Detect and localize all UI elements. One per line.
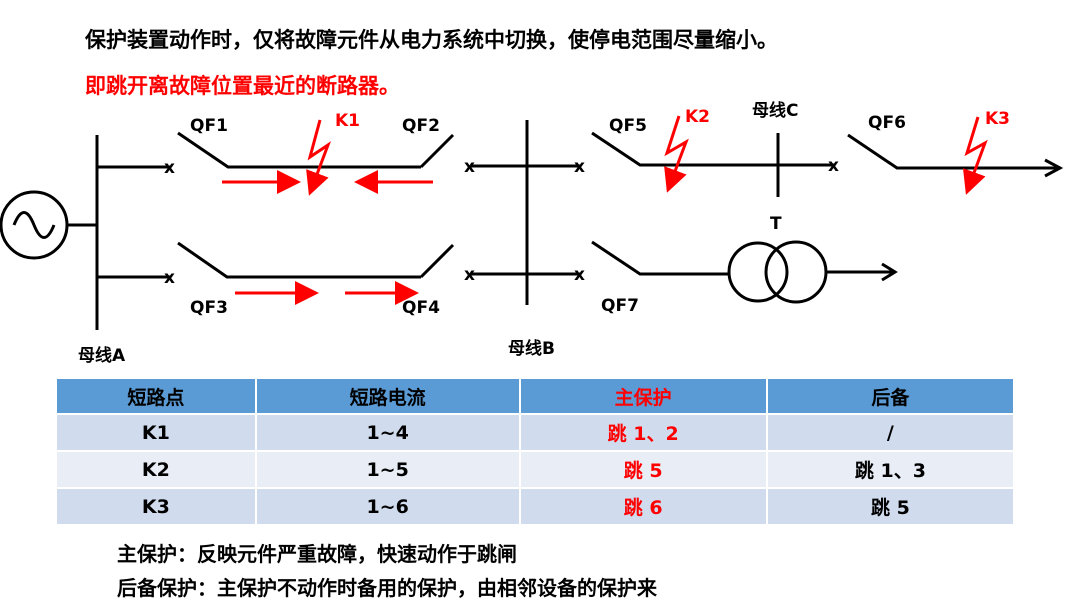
protection-table: 短路点 短路电流 主保护 后备 K1 1~4 跳 1、2 / K2 1~5 跳 … xyxy=(55,377,1016,526)
heading-line-2: 即跳开离故障位置最近的断路器。 xyxy=(85,74,400,98)
svg-text:x: x xyxy=(574,157,585,177)
svg-text:x: x xyxy=(164,158,175,178)
lightning-k2-icon xyxy=(664,115,689,193)
table-row: K2 1~5 跳 5 跳 1、3 xyxy=(55,450,1016,489)
cell: 跳 5 xyxy=(518,450,768,489)
breaker-qf4 xyxy=(419,243,455,279)
breaker-qf3 xyxy=(177,241,421,279)
lightning-k3-icon xyxy=(962,116,988,195)
breaker-x-marks: x x x x x x x xyxy=(164,156,839,288)
breaker-qf2 xyxy=(419,133,455,169)
label-qf5: QF5 xyxy=(609,116,647,136)
label-bus-a: 母线A xyxy=(78,345,126,366)
transformer-icon xyxy=(727,241,789,303)
label-bus-b: 母线B xyxy=(508,338,555,359)
heading-line-1: 保护装置动作时，仅将故障元件从电力系统中切换，使停电范围尽量缩小。 xyxy=(85,28,778,52)
col-fault-current: 短路电流 xyxy=(254,377,521,415)
cell: 跳 1、2 xyxy=(518,413,768,452)
cell: / xyxy=(765,413,1016,452)
breaker-qf6 xyxy=(847,133,1060,170)
ac-wave-icon xyxy=(12,211,56,239)
cell: 1~6 xyxy=(254,487,521,526)
single-line-diagram: x x x x x x x QF1 QF2 QF3 QF4 QF5 QF6 QF7 母… xyxy=(0,100,1064,366)
label-qf2: QF2 xyxy=(402,116,440,136)
label-qf4: QF4 xyxy=(402,298,440,318)
cell: 1~4 xyxy=(254,413,521,452)
cell: 跳 1、3 xyxy=(765,450,1016,489)
label-k1: K1 xyxy=(335,111,360,131)
label-bus-c: 母线C xyxy=(752,100,798,121)
svg-text:x: x xyxy=(164,268,175,288)
label-qf6: QF6 xyxy=(868,113,906,133)
note-main-protection: 主保护：反映元件严重故障，快速动作于跳闸 xyxy=(117,542,517,566)
table-row: K1 1~4 跳 1、2 / xyxy=(55,413,1016,452)
cell: 跳 5 xyxy=(765,487,1016,526)
svg-text:x: x xyxy=(828,156,839,176)
table-row: K3 1~6 跳 6 跳 5 xyxy=(55,487,1016,526)
label-transformer: T xyxy=(770,214,782,234)
note-backup-protection: 后备保护：主保护不动作时备用的保护，由相邻设备的保护来 xyxy=(117,576,657,600)
col-backup: 后备 xyxy=(765,377,1016,415)
table-header: 短路点 短路电流 主保护 后备 xyxy=(55,377,1016,415)
lightning-k1-icon xyxy=(306,119,332,196)
svg-text:x: x xyxy=(574,265,585,285)
col-fault-point: 短路点 xyxy=(55,377,257,415)
cell: K3 xyxy=(55,487,257,526)
cell: K1 xyxy=(55,413,257,452)
svg-text:x: x xyxy=(464,265,475,285)
label-qf7: QF7 xyxy=(601,296,639,316)
cell: 1~5 xyxy=(254,450,521,489)
cell: 跳 6 xyxy=(518,487,768,526)
label-k2: K2 xyxy=(685,107,710,127)
breaker-qf5 xyxy=(591,131,834,167)
col-main-protection: 主保护 xyxy=(518,377,768,415)
label-k3: K3 xyxy=(985,109,1010,129)
label-qf3: QF3 xyxy=(190,298,228,318)
breaker-qf7 xyxy=(591,240,729,276)
cell: K2 xyxy=(55,450,257,489)
label-qf1: QF1 xyxy=(190,116,228,136)
svg-text:x: x xyxy=(464,157,475,177)
breaker-qf1 xyxy=(177,131,421,169)
